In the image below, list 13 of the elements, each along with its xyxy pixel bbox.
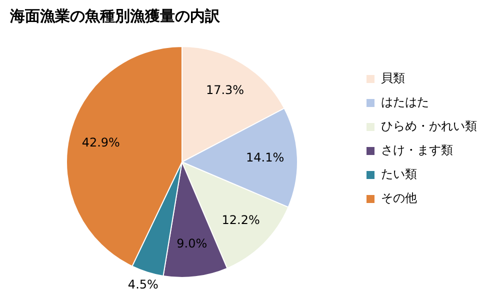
legend-label: はたはた [381,95,429,110]
legend-label: ひらめ・かれい類 [381,119,477,134]
data-label: 17.3% [206,82,244,97]
data-label: 14.1% [246,150,284,165]
data-label: 9.0% [176,236,208,251]
legend-label: その他 [381,191,417,206]
data-label: 12.2% [222,212,260,227]
chart-title: 海面漁業の魚種別漁獲量の内訳 [9,6,221,25]
legend-label: 貝類 [381,71,405,86]
data-label: 4.5% [128,278,158,292]
data-label: 42.9% [82,136,120,150]
legend-label: さけ・ます類 [381,143,453,158]
legend-label: たい類 [381,167,417,182]
